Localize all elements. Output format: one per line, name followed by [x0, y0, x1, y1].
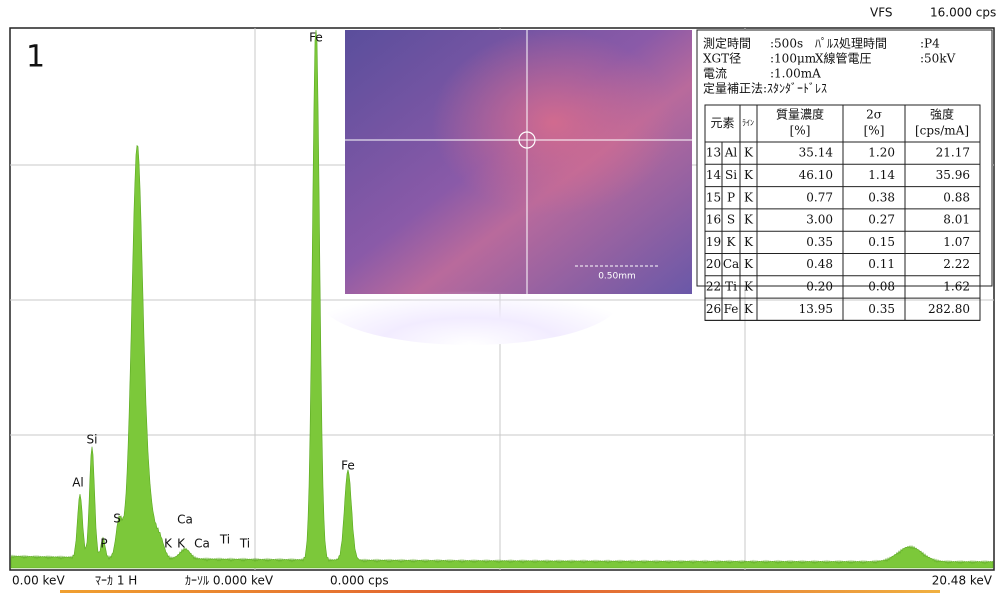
table-cell: 0.15 — [868, 235, 895, 249]
table-cell: K — [744, 190, 754, 204]
table-cell: 14 — [706, 168, 722, 182]
footer-end: 20.48 keV — [932, 574, 993, 588]
table-header: 2σ — [866, 108, 882, 122]
table-cell: K — [744, 235, 754, 249]
peak-label: Al — [72, 476, 84, 490]
table-cell: P — [727, 190, 735, 204]
table-cell: 282.80 — [928, 302, 970, 316]
table-cell: 46.10 — [799, 168, 833, 182]
table-cell: S — [727, 213, 735, 227]
info-text: 電流 — [703, 67, 727, 81]
table-cell: Si — [725, 168, 737, 182]
info-text: :1.00mA — [770, 67, 821, 81]
peak-label: Ca — [177, 513, 193, 527]
scale-label: 0.50mm — [598, 272, 636, 282]
table-header: [cps/mA] — [915, 124, 969, 138]
table-cell: 0.88 — [943, 190, 970, 204]
table-cell: 22 — [706, 279, 721, 293]
table-cell: 13 — [706, 146, 721, 160]
table-cell: 19 — [706, 235, 721, 249]
panel-number: 1 — [26, 40, 45, 75]
full-scale: 16.000 cps — [930, 6, 996, 20]
table-cell: 20 — [706, 257, 721, 271]
vfs-label: VFS — [870, 6, 893, 20]
table-cell: K — [744, 146, 754, 160]
peak-label: Ca — [194, 537, 210, 551]
table-cell: 16 — [706, 213, 721, 227]
info-text: 測定時間 — [703, 36, 751, 51]
table-cell: 15 — [706, 190, 721, 204]
table-cell: K — [744, 279, 754, 293]
table-cell: 13.95 — [799, 302, 833, 316]
table-cell: 8.01 — [943, 213, 970, 227]
peak-label: Fe — [341, 459, 355, 473]
table-cell: K — [744, 302, 754, 316]
result-panel — [696, 29, 993, 287]
table-cell: 0.27 — [868, 213, 895, 227]
table-cell: K — [727, 235, 737, 249]
peak-label: K — [177, 537, 186, 551]
table-cell: 0.38 — [868, 190, 895, 204]
footer-start: 0.00 keV — [12, 574, 65, 588]
sample-image: 0.50mm — [320, 30, 692, 345]
footer-bar — [60, 590, 940, 593]
table-cell: Al — [724, 146, 738, 160]
table-cell: 1.07 — [943, 235, 970, 249]
info-text: :P4 — [920, 37, 940, 51]
info-text: :100μm — [770, 52, 817, 66]
table-header: 元素 — [710, 116, 734, 130]
table-cell: 35.96 — [936, 168, 970, 182]
table-cell: Ca — [723, 257, 739, 271]
table-cell: 21.17 — [936, 146, 970, 160]
peak-label: Si — [87, 433, 98, 447]
table-cell: 3.00 — [806, 213, 833, 227]
table-header: [%] — [864, 124, 885, 138]
table-cell: K — [744, 168, 754, 182]
table-header: 質量濃度 — [776, 107, 824, 122]
table-cell: 0.08 — [868, 279, 895, 293]
info-text: ﾊﾟﾙｽ処理時間 — [815, 37, 887, 51]
table-header: [%] — [790, 124, 811, 138]
table-cell: 0.77 — [806, 190, 833, 204]
table-cell: K — [744, 257, 754, 271]
peak-label: Ti — [219, 533, 230, 547]
info-text: :500s — [770, 37, 803, 51]
table-cell: 0.11 — [868, 257, 895, 271]
info-text: X線管電圧 — [815, 51, 872, 66]
table-cell: Ti — [725, 279, 737, 293]
table-cell: 1.20 — [868, 146, 895, 160]
spectrum — [10, 29, 994, 569]
peak-label: Ti — [239, 537, 250, 551]
table-cell: 26 — [706, 302, 721, 316]
table-cell: 0.48 — [806, 257, 833, 271]
table-cell: 1.62 — [943, 279, 970, 293]
peak-label: P — [100, 537, 107, 551]
info-text: :50kV — [920, 52, 956, 66]
footer-marker: ﾏｰｶ 1 H — [95, 574, 137, 588]
table-cell: 1.14 — [868, 168, 895, 182]
info-text: XGT径 — [703, 52, 741, 66]
peak-label: Fe — [309, 31, 323, 45]
table-cell: 2.22 — [943, 257, 970, 271]
table-header: ﾗｲﾝ — [742, 119, 754, 128]
peak-label: S — [113, 512, 121, 526]
footer-cps: 0.000 cps — [330, 574, 389, 588]
info-text: 定量補正法:ｽﾀﾝﾀﾞｰﾄﾞﾚｽ — [703, 81, 827, 96]
table-cell: K — [744, 213, 754, 227]
table-cell: 0.35 — [868, 302, 895, 316]
table-cell: 0.35 — [806, 235, 833, 249]
footer-cursor: ｶｰｿﾙ 0.000 keV — [185, 574, 274, 588]
table-cell: Fe — [724, 302, 739, 316]
table-cell: 0.20 — [806, 279, 833, 293]
peak-label: K — [164, 537, 173, 551]
table-cell: 35.14 — [799, 146, 834, 160]
table-header: 強度 — [930, 107, 954, 122]
